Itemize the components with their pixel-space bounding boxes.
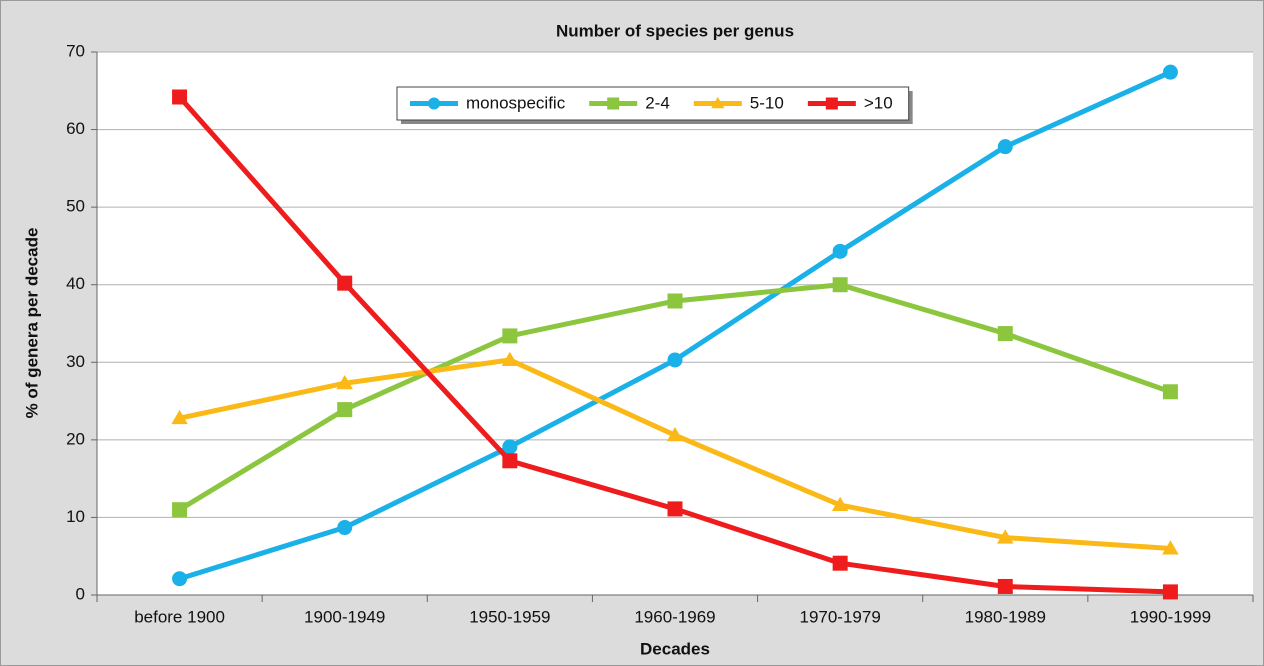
y-tick-label: 20 [66,429,85,448]
y-tick-label: 40 [66,274,85,293]
marker [997,578,1013,594]
x-tick-label: before 1900 [134,607,225,626]
legend-label: 2-4 [645,93,670,112]
x-tick-label: 1980-1989 [965,607,1046,626]
marker [832,277,848,293]
marker [1162,64,1178,80]
marker [172,571,188,587]
legend-label: 5-10 [750,93,784,112]
marker [171,409,188,425]
marker [337,275,353,291]
x-tick-label: 1970-1979 [799,607,880,626]
marker [502,328,518,344]
y-tick-label: 30 [66,352,85,371]
x-tick-label: 1960-1969 [634,607,715,626]
marker [337,402,353,418]
x-axis-label: Decades [640,639,710,658]
marker [337,520,353,536]
y-tick-label: 10 [66,507,85,526]
marker [711,96,725,109]
legend-label: >10 [864,93,893,112]
marker [607,97,620,110]
marker [1162,384,1178,400]
marker [997,529,1014,544]
legend-label: monospecific [466,93,566,112]
marker [336,374,353,390]
chart-title: Number of species per genus [556,21,794,40]
marker [666,426,684,442]
marker [1162,584,1178,600]
y-tick-label: 60 [66,119,85,138]
marker [831,496,849,512]
marker [502,453,518,469]
marker [1162,540,1179,555]
marker [172,502,188,518]
legend: monospecific 2-4 5-10 >10 [396,86,913,124]
y-tick-label: 70 [66,41,85,60]
marker [997,139,1013,155]
marker [502,439,518,455]
marker [667,293,683,309]
marker [997,326,1013,342]
marker [428,97,440,110]
marker [832,243,848,259]
x-tick-label: 1900-1949 [304,607,385,626]
y-axis-label: % of genera per decade [22,228,41,419]
x-tick-label: 1950-1959 [469,607,550,626]
marker [501,351,519,366]
marker [667,352,683,368]
y-tick-label: 0 [76,584,85,603]
marker [825,97,838,110]
marker [832,555,848,571]
marker [172,89,188,105]
x-tick-label: 1990-1999 [1130,607,1211,626]
marker [667,501,683,517]
y-tick-label: 50 [66,197,85,216]
